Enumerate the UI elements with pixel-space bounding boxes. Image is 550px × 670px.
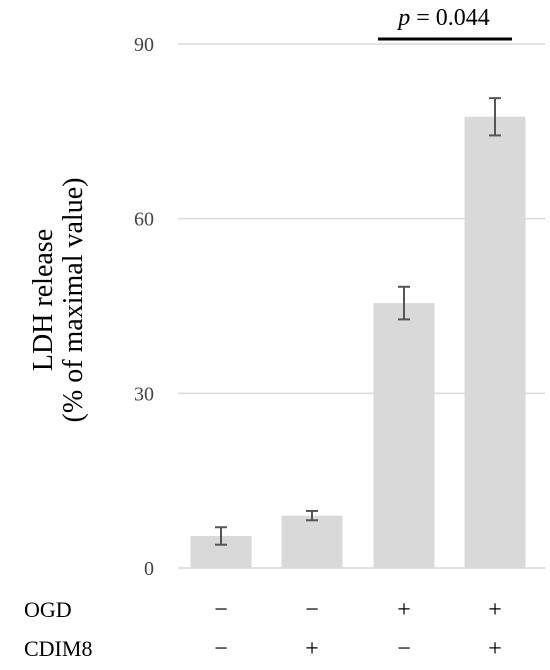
y-axis: 0 30 60 90	[134, 34, 154, 580]
y-tick-label: 60	[134, 209, 154, 231]
y-tick-label: 30	[134, 383, 154, 405]
condition-symbol: +	[488, 636, 502, 662]
y-tick-label: 0	[144, 558, 154, 580]
bar	[281, 515, 343, 568]
p-value-label: p = 0.044	[396, 5, 490, 31]
condition-table: OGD − − + + CDIM8 − + − +	[24, 597, 502, 662]
error-bar	[306, 509, 318, 522]
condition-symbol: −	[214, 597, 228, 623]
bars	[190, 116, 526, 569]
error-bars	[215, 97, 501, 546]
error-bar	[398, 285, 410, 321]
p-value: = 0.044	[410, 5, 490, 31]
condition-label: CDIM8	[24, 636, 92, 661]
condition-symbol: +	[305, 636, 319, 662]
significance-annotation: p = 0.044	[378, 5, 512, 41]
error-bar	[215, 526, 227, 546]
condition-symbol: +	[397, 597, 411, 623]
bar	[373, 303, 435, 568]
condition-symbol: −	[214, 636, 228, 662]
y-axis-title-line1: LDH release	[28, 229, 59, 371]
condition-symbol: −	[305, 597, 319, 623]
y-tick-label: 90	[134, 34, 154, 56]
y-axis-title-line2: (% of maximal value)	[58, 178, 89, 423]
bar	[464, 116, 526, 569]
error-bar	[489, 97, 501, 137]
condition-label: OGD	[24, 597, 72, 622]
y-axis-title: LDH release (% of maximal value)	[28, 178, 89, 423]
p-symbol: p	[396, 5, 410, 31]
condition-symbol: −	[397, 636, 411, 662]
condition-symbol: +	[488, 597, 502, 623]
